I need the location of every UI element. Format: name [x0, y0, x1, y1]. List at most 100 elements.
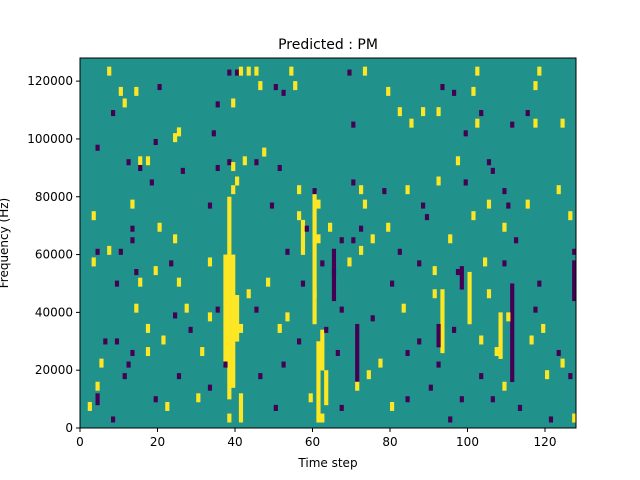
heatmap-cell	[207, 257, 213, 267]
heatmap-cell	[479, 110, 484, 117]
heatmap-cell	[277, 323, 282, 333]
heatmap-cell	[304, 225, 309, 232]
heatmap-cell	[525, 199, 530, 209]
heatmap-band	[235, 295, 240, 342]
heatmap-band	[324, 370, 329, 406]
heatmap-cell	[362, 199, 368, 209]
heatmap-cell	[390, 280, 395, 287]
heatmap-cell	[397, 248, 402, 255]
heatmap-cell	[424, 214, 430, 221]
heatmap-band	[223, 254, 228, 365]
heatmap-cell	[254, 159, 259, 166]
heatmap-cell	[421, 202, 426, 209]
heatmap-cell	[320, 413, 325, 423]
heatmap-cell	[134, 269, 139, 276]
heatmap-cell	[254, 66, 259, 76]
heatmap-cell	[537, 66, 542, 76]
heatmap-cell	[401, 303, 406, 313]
heatmap-cell	[289, 66, 294, 76]
heatmap-cell	[223, 361, 228, 368]
heatmap-cell	[227, 413, 232, 423]
heatmap-cell	[572, 413, 577, 423]
heatmap-cell	[529, 335, 534, 345]
heatmap-cell	[448, 234, 453, 244]
heatmap-cell	[514, 237, 519, 244]
heatmap-cell	[459, 396, 464, 403]
heatmap-cell	[238, 323, 244, 333]
heatmap-cell	[91, 211, 96, 221]
heatmap-band	[440, 289, 445, 354]
heatmap-cell	[145, 323, 151, 333]
heatmap-cell	[145, 347, 151, 357]
heatmap-cell	[339, 237, 344, 244]
heatmap-cell	[463, 179, 468, 186]
y-tick-label: 80000	[35, 190, 73, 204]
heatmap-band	[510, 283, 515, 383]
heatmap-cell	[91, 257, 96, 267]
heatmap-cell	[130, 237, 135, 244]
heatmap-cell	[436, 176, 441, 186]
heatmap-cell	[173, 312, 178, 319]
x-tick-label: 40	[227, 435, 242, 449]
x-tick-label: 20	[150, 435, 165, 449]
heatmap-cell	[335, 349, 340, 357]
heatmap-cell	[285, 248, 290, 255]
heatmap-cell	[347, 257, 352, 267]
heatmap-cell	[533, 118, 538, 128]
heatmap-cell	[111, 416, 116, 423]
heatmap-cell	[165, 401, 170, 411]
heatmap-cell	[258, 373, 263, 380]
heatmap-cell	[541, 323, 546, 333]
heatmap-cell	[87, 401, 92, 411]
heatmap-cell	[568, 211, 573, 221]
heatmap-cell	[262, 147, 267, 157]
heatmap-cell	[207, 384, 213, 391]
heatmap-cell	[215, 306, 220, 313]
x-tick-label: 0	[76, 435, 84, 449]
heatmap-cell	[111, 110, 116, 117]
heatmap-cell	[502, 381, 507, 391]
heatmap-cell	[316, 199, 321, 209]
heatmap-band	[231, 254, 236, 388]
heatmap-cell	[134, 303, 139, 313]
plot-frame	[79, 57, 577, 429]
heatmap-cell	[432, 289, 437, 299]
x-axis-label: Time step	[297, 456, 357, 470]
x-tick-label: 60	[305, 435, 320, 449]
heatmap-cell	[397, 107, 402, 117]
heatmap-cell	[297, 338, 302, 345]
heatmap-cell	[215, 101, 220, 108]
x-tick-label: 100	[456, 435, 479, 449]
heatmap-cell	[351, 121, 356, 128]
heatmap-cell	[572, 248, 577, 255]
heatmap-cell	[246, 66, 251, 76]
heatmap-cell	[273, 404, 278, 411]
heatmap-cell	[107, 66, 112, 76]
heatmap-cell	[281, 361, 286, 368]
heatmap-cell	[545, 370, 550, 380]
heatmap-cell	[502, 260, 507, 267]
heatmap-cell	[285, 312, 290, 322]
heatmap-cell	[114, 338, 120, 345]
heatmap-cell	[126, 159, 131, 166]
heatmap-cell	[428, 384, 433, 391]
heatmap-cell	[452, 326, 457, 333]
heatmap-cell	[486, 159, 492, 166]
y-tick-label: 40000	[35, 305, 73, 319]
heatmap-cell	[486, 199, 492, 209]
heatmap-cell	[273, 84, 278, 91]
y-tick-label: 0	[65, 421, 73, 435]
heatmap-cell	[235, 69, 240, 76]
heatmap-cell	[452, 89, 457, 96]
heatmap-cell	[370, 234, 375, 244]
heatmap-cell	[173, 234, 178, 244]
heatmap-cell	[107, 245, 112, 255]
heatmap-band	[238, 393, 244, 423]
heatmap-cell	[169, 260, 174, 267]
heatmap-cell	[502, 188, 507, 195]
heatmap-cell	[405, 396, 410, 403]
heatmap-cell	[560, 358, 565, 368]
heatmap-cell	[126, 361, 131, 368]
heatmap-cell	[328, 222, 333, 232]
heatmap-cell	[231, 162, 236, 172]
